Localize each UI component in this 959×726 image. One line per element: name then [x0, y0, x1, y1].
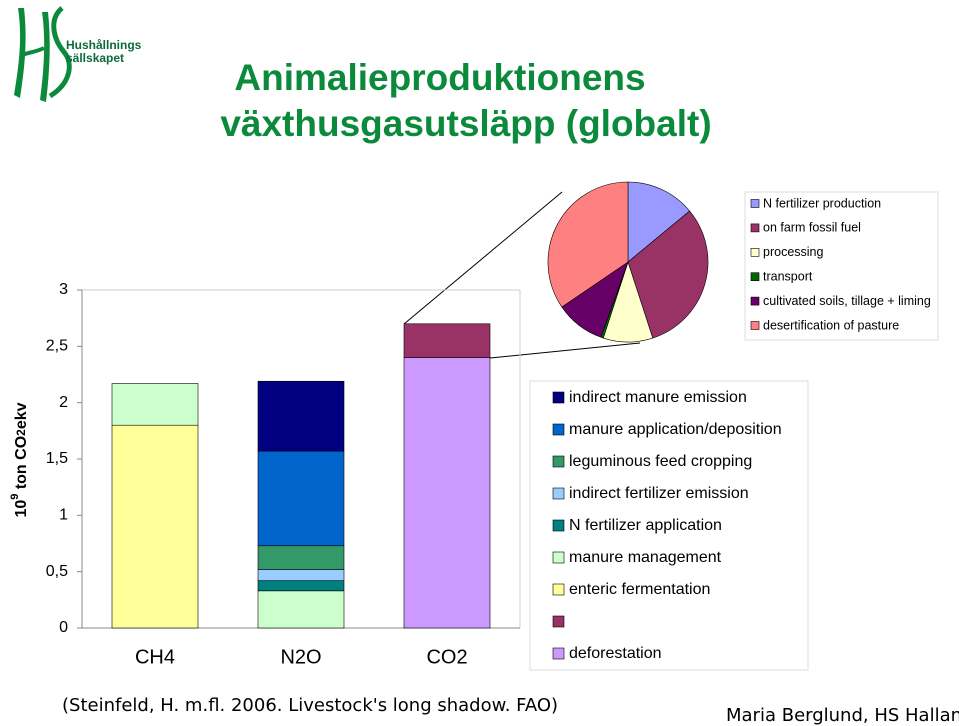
legend-swatch [750, 199, 760, 208]
bar-segment [403, 357, 491, 629]
bar-segment [257, 590, 345, 629]
y-tick-label: 3 [59, 281, 68, 298]
y-tick-label: 1 [59, 507, 68, 524]
legend-box [529, 380, 809, 671]
bar-segment [403, 323, 491, 358]
legend-swatch [750, 248, 760, 257]
legend-box [744, 191, 939, 341]
y-tick-label: 0 [59, 619, 68, 636]
legend-label: deforestation [569, 645, 662, 662]
legend-label: manure management [569, 549, 722, 566]
logo-mark [21, 46, 45, 57]
legend-label: processing [763, 245, 823, 259]
pie-slice [627, 210, 709, 339]
logo-text: sällskapet [66, 51, 124, 65]
x-tick-label: N2O [280, 646, 321, 668]
legend-swatch [552, 487, 565, 500]
legend-swatch [552, 583, 565, 596]
legend-label: N fertilizer production [763, 196, 881, 210]
title-line: växthusgasutsläpp (globalt) [220, 103, 711, 144]
y-label-part: 10 [13, 500, 30, 518]
legend-swatch [750, 223, 760, 233]
title-line: Animalieproduktionens [234, 57, 645, 98]
legend-label: enteric fermentation [569, 581, 710, 598]
bar-segment [257, 380, 345, 452]
x-tick-label: CO2 [426, 646, 467, 668]
legend-swatch [552, 455, 565, 468]
legend-swatch [552, 391, 565, 404]
logo: Hushållnings sällskapet [14, 6, 142, 102]
legend-swatch [552, 615, 565, 628]
x-tick-label: CH4 [135, 646, 175, 668]
legend-swatch [750, 321, 760, 330]
y-tick-label: 2 [59, 394, 68, 411]
bar-segment [257, 450, 345, 547]
bar-segment [257, 569, 345, 581]
bar-segment [111, 424, 199, 629]
pie-slice [627, 181, 691, 263]
y-label-part: 9 [9, 494, 21, 500]
author: Maria Berglund, HS Halland [726, 705, 959, 726]
legend-label: on farm fossil fuel [763, 221, 861, 235]
legend-label: cultivated soils, tillage + liming [763, 294, 931, 308]
legend-label: manure application/deposition [569, 421, 782, 438]
y-label-part: ton CO [13, 436, 30, 494]
legend-label: leguminous feed cropping [569, 453, 752, 470]
bar-segment [257, 580, 345, 592]
y-tick-label: 2,5 [46, 338, 68, 355]
legend-swatch [552, 647, 565, 660]
legend-swatch [750, 296, 760, 306]
y-label-part: ekv [13, 402, 30, 429]
source: (Steinfeld, H. m.fl. 2006. Livestock's l… [62, 695, 558, 716]
legend-label: indirect fertilizer emission [569, 485, 749, 502]
legend-swatch [750, 272, 760, 282]
legend-label: transport [763, 269, 813, 283]
y-axis-label: 109 ton CO2ekv [9, 402, 30, 517]
logo-text: Hushållnings [66, 38, 142, 52]
legend-swatch [552, 551, 565, 564]
y-tick-label: 0,5 [46, 563, 68, 580]
logo-mark [48, 6, 72, 99]
legend-swatch [552, 423, 565, 436]
legend-swatch [552, 519, 565, 532]
logo-mark [40, 12, 50, 102]
y-label-part: 2 [14, 429, 28, 436]
connector [403, 191, 563, 325]
connector [489, 342, 641, 359]
legend-label: indirect manure emission [569, 389, 747, 406]
y-tick-label: 1,5 [46, 450, 68, 467]
logo-mark [14, 8, 26, 98]
pie-slice [547, 181, 629, 308]
bar-segment [111, 383, 199, 426]
legend-label: N fertilizer application [569, 517, 722, 534]
legend-label: desertification of pasture [763, 318, 899, 332]
bar-segment [257, 545, 345, 570]
